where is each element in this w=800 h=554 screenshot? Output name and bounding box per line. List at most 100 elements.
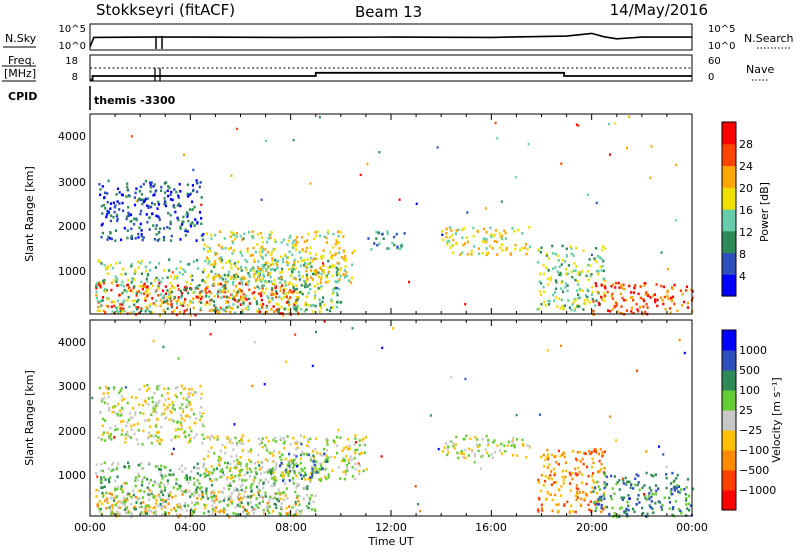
velocity-cell: [603, 497, 606, 500]
xtick-0000: 00:00: [74, 521, 106, 534]
velocity-cell: [129, 511, 132, 515]
power-cell: [210, 298, 213, 302]
velocity-cell: [455, 435, 458, 439]
velocity-cell: [262, 508, 265, 512]
power-cell: [227, 270, 230, 274]
power-cell: [214, 233, 217, 237]
velocity-cell: [460, 449, 463, 453]
power-cell: [347, 279, 351, 283]
velocity-cell: [215, 495, 218, 498]
velocity-cell: [628, 480, 631, 484]
power-cell: [106, 213, 109, 216]
velocity-cell: [273, 436, 277, 440]
velocity-cell: [168, 403, 171, 406]
velocity-cell: [140, 511, 143, 514]
power-cell: [196, 285, 200, 289]
velocity-cell: [300, 453, 303, 457]
power-cell: [289, 234, 292, 238]
velocity-cell: [143, 476, 146, 479]
velocity-cell: [234, 475, 237, 478]
power-cell: [272, 248, 275, 251]
velocity-cell: [299, 461, 302, 465]
velocity-cell: [303, 466, 306, 470]
velocity-cell: [236, 495, 239, 499]
velocity-cell: [239, 474, 242, 477]
velocity-cell: [354, 477, 357, 481]
power-cell: [177, 194, 180, 198]
velocity-cell: [112, 406, 115, 409]
velocity-cell: [609, 415, 611, 418]
power-cell: [252, 275, 256, 278]
velocity-cell: [189, 401, 192, 404]
power-cell: [200, 290, 203, 293]
power-cell: [586, 270, 590, 273]
power-cell: [599, 256, 602, 259]
power-cell: [267, 280, 270, 283]
power-cell: [194, 218, 197, 221]
velocity-cell: [111, 506, 114, 510]
power-cell: [171, 198, 174, 202]
velocity-cell: [525, 455, 528, 459]
velocity-cell: [189, 437, 192, 441]
power-cell: [304, 303, 307, 307]
power-cell: [109, 202, 113, 205]
power-cell: [177, 288, 180, 291]
velocity-cell: [147, 436, 150, 440]
velocity-cell: [95, 488, 98, 492]
power-cell: [233, 295, 236, 299]
velocity-cell: [210, 471, 213, 475]
power-cell: [186, 230, 189, 233]
power-cell: [322, 264, 325, 268]
power-cell: [656, 304, 659, 308]
power-cell: [303, 263, 306, 267]
power-cell: [166, 299, 169, 302]
power-cell: [259, 267, 262, 270]
velocity-cell: [155, 404, 158, 408]
velocity-cell: [544, 498, 547, 501]
power-cell: [242, 302, 245, 305]
velocity-cell: [648, 504, 651, 507]
power-cell: [386, 230, 389, 233]
power-cell: [178, 311, 181, 314]
velocity-cell: [589, 500, 592, 503]
power-tick-8: 8: [739, 248, 746, 261]
velocity-cell: [154, 494, 157, 498]
power-cell: [268, 272, 271, 275]
power-cell: [335, 273, 338, 277]
velocity-cell: [446, 448, 449, 451]
power-cell: [567, 299, 570, 302]
power-cell: [466, 211, 469, 214]
velocity-ytick-3000: 3000: [58, 380, 86, 393]
power-cell: [615, 304, 618, 307]
power-cell: [231, 282, 235, 286]
power-cell: [305, 269, 308, 273]
velocity-cell: [313, 463, 316, 467]
power-cell: [213, 304, 216, 307]
power-cell: [454, 232, 457, 235]
velocity-cell: [159, 503, 162, 506]
power-cell: [257, 292, 260, 296]
velocity-colorbar: Velocity [m s⁻¹] 1000 500 100 25 −25 −10…: [721, 329, 783, 511]
power-cell: [149, 183, 152, 187]
power-cell: [229, 259, 232, 263]
power-cell: [592, 300, 595, 303]
velocity-cell: [615, 482, 618, 486]
velocity-cell: [223, 507, 226, 510]
power-cell: [185, 211, 189, 214]
velocity-cell: [189, 440, 192, 443]
velocity-cell: [282, 475, 285, 478]
velocity-cell: [103, 485, 106, 489]
velocity-cell: [500, 452, 503, 455]
power-cell: [151, 284, 155, 288]
velocity-cell: [101, 399, 104, 403]
velocity-cell: [147, 493, 150, 496]
power-cell: [120, 273, 123, 276]
velocity-cell: [296, 446, 299, 450]
velocity-cell: [252, 512, 256, 515]
power-cell: [490, 235, 493, 238]
velocity-cell: [223, 496, 226, 500]
power-cell: [351, 263, 354, 267]
velocity-cell: [118, 512, 121, 516]
velocity-cell: [233, 423, 236, 426]
power-cell: [146, 273, 150, 276]
